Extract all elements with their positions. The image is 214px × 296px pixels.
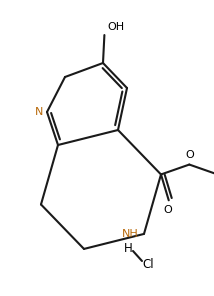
Text: H: H bbox=[124, 242, 132, 255]
Text: O: O bbox=[163, 205, 172, 215]
Text: O: O bbox=[185, 149, 194, 160]
Text: NH: NH bbox=[122, 229, 139, 239]
Text: Cl: Cl bbox=[142, 258, 154, 271]
Text: N: N bbox=[35, 107, 43, 117]
Text: OH: OH bbox=[107, 22, 125, 32]
